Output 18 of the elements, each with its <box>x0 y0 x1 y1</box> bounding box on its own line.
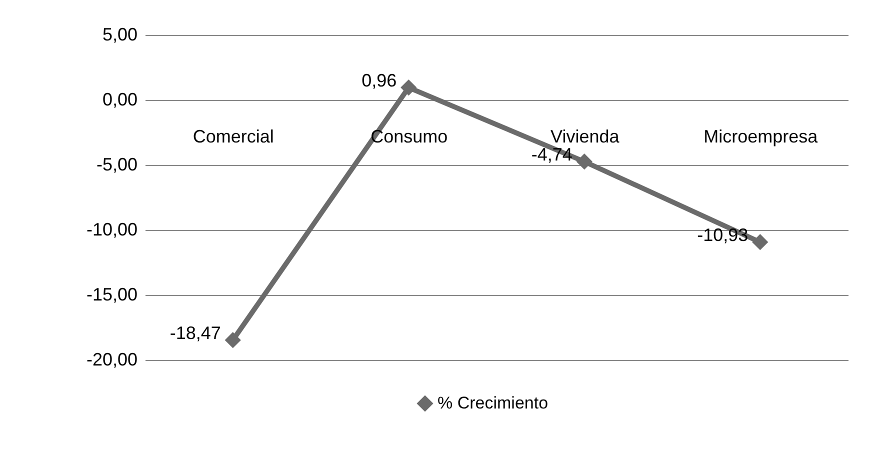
y-tick-label: 0,00 <box>102 90 138 110</box>
x-tick-label: Comercial <box>192 126 274 146</box>
x-tick-label: Microempresa <box>704 126 819 146</box>
point <box>752 234 768 250</box>
data-label: -4,74 <box>531 144 572 165</box>
y-tick-label: -10,00 <box>86 220 138 240</box>
data-label: -18,47 <box>170 323 221 344</box>
y-tick-label: 5,00 <box>102 24 138 44</box>
data-label: -10,93 <box>697 225 748 246</box>
y-tick-label: -5,00 <box>96 154 138 174</box>
point <box>224 332 241 348</box>
legend-label: % Crecimiento <box>438 394 548 412</box>
point <box>576 154 592 170</box>
y-tick-label: -20,00 <box>86 350 138 370</box>
x-tick-label: Vivienda <box>550 126 620 146</box>
y-tick-label: -15,00 <box>86 284 138 304</box>
data-label: 0,96 <box>362 70 397 91</box>
point <box>400 79 417 96</box>
